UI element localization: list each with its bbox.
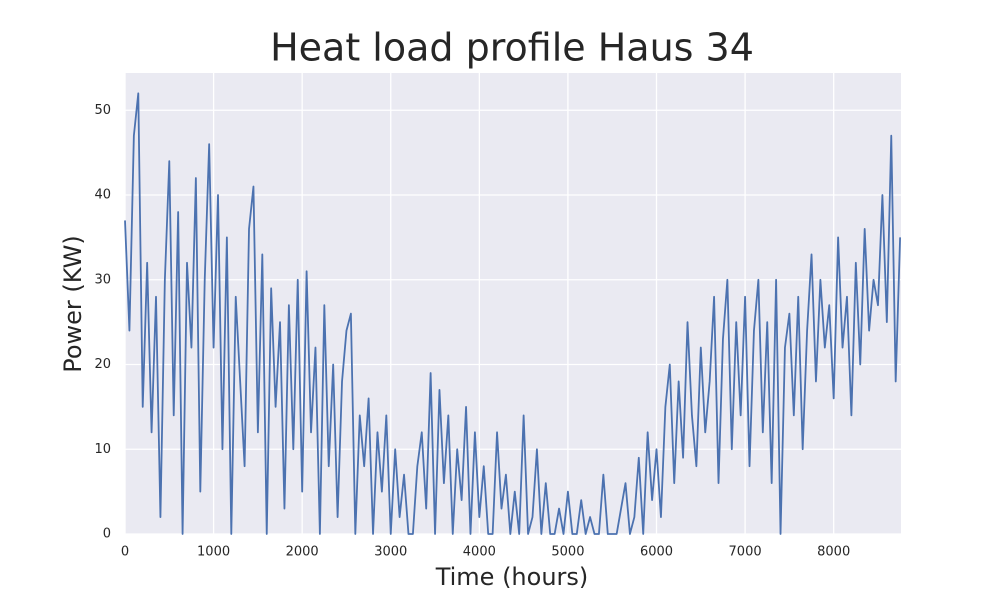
y-tick-label: 0 — [103, 527, 111, 542]
x-tick-label: 2000 — [286, 545, 319, 560]
y-tick-label: 10 — [94, 442, 111, 457]
x-tick-label: 1000 — [197, 545, 230, 560]
x-tick-label: 0 — [121, 545, 129, 560]
y-tick-label: 20 — [94, 357, 111, 372]
x-tick-label: 5000 — [551, 545, 584, 560]
chart-title: Heat load profile Haus 34 — [270, 26, 754, 70]
data-line — [124, 92, 902, 535]
y-tick-label: 30 — [94, 272, 111, 287]
x-tick-label: 3000 — [374, 545, 407, 560]
x-tick-label: 6000 — [640, 545, 673, 560]
x-tick-label: 8000 — [817, 545, 850, 560]
plot — [124, 92, 902, 535]
y-tick-label: 40 — [94, 188, 111, 203]
x-tick-label: 7000 — [729, 545, 762, 560]
x-axis-label: Time (hours) — [435, 563, 589, 591]
plot-area — [125, 73, 901, 534]
y-axis-label: Power (KW) — [59, 235, 87, 373]
y-tick-label: 50 — [94, 103, 111, 118]
x-tick-label: 4000 — [463, 545, 496, 560]
